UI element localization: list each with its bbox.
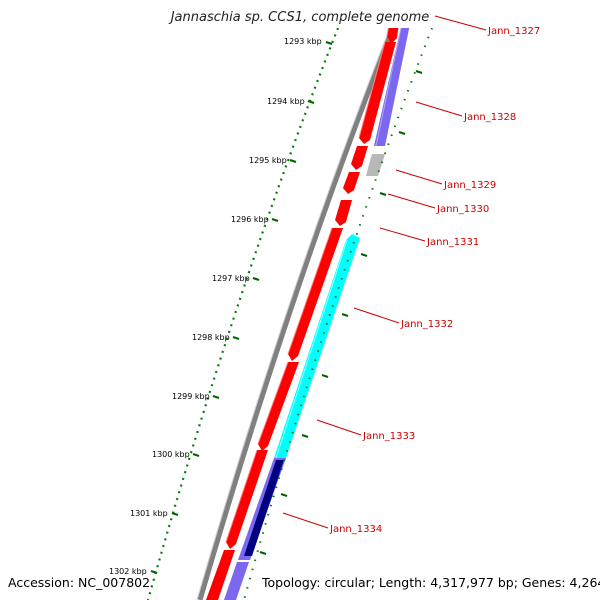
outer-major-ticks [259, 69, 423, 556]
gene-label: Jann_1330 [436, 204, 489, 215]
gene-arrow-1327 [402, 0, 416, 14]
scale-tick: 1300 kbp [152, 450, 200, 459]
scale-tick-label: 1299 kbp [172, 392, 210, 401]
scale-tick-label: 1300 kbp [152, 450, 190, 459]
map-title: Jannaschia sp. CCS1, complete genome [170, 10, 430, 25]
gene-arrow [343, 172, 360, 194]
gene-label-group: Jann_1334 [282, 512, 382, 535]
gene-label-group: Jann_1333 [316, 419, 415, 442]
gene-label: Jann_1329 [443, 180, 496, 191]
scale-ticks: 1293 kbp 1294 kbp 1295 kbp 1296 kbp 1297… [109, 37, 333, 576]
gene-label: Jann_1328 [463, 112, 516, 123]
gene-arrow-1335 [224, 562, 249, 600]
gene-label: Jann_1332 [400, 319, 453, 330]
scale-tick-label: 1296 kbp [231, 215, 269, 224]
scale-tick-label: 1301 kbp [130, 509, 168, 518]
scale-tick: 1302 kbp [109, 567, 158, 576]
gene-label-group: Jann_1330 [387, 193, 489, 215]
gene-arrow [226, 450, 268, 549]
gene-arrow [351, 146, 368, 170]
gene-arrow [206, 550, 235, 600]
accession-text: Accession: NC_007802 [8, 575, 151, 590]
scale-tick: 1294 kbp [267, 97, 315, 106]
scale-tick-label: 1298 kbp [192, 333, 230, 342]
forward-strand-genes [206, 28, 399, 600]
scale-tick: 1295 kbp [249, 156, 297, 165]
gene-arrow-1332 [274, 234, 360, 458]
genome-backbone [197, 28, 396, 600]
gene-label-group: Jann_1328 [415, 101, 516, 123]
gene-arrow [387, 28, 399, 44]
scale-tick-label: 1297 kbp [212, 274, 250, 283]
gene-label-group: Jann_1327 [434, 15, 540, 37]
gene-arrow-1334 [244, 460, 284, 556]
gene-label: Jann_1334 [329, 524, 382, 535]
reverse-strand-genes [224, 0, 416, 600]
topology-text: Topology: circular; Length: 4,317,977 bp… [262, 575, 600, 590]
scale-tick-label: 1294 kbp [267, 97, 305, 106]
gene-arrow-1328 [374, 28, 410, 146]
gene-label-group: Jann_1331 [379, 227, 479, 248]
scale-tick: 1299 kbp [172, 392, 220, 401]
gene-arrow [258, 362, 299, 451]
gene-arrow [288, 228, 343, 361]
scale-tick-label: 1293 kbp [284, 37, 322, 46]
scale-tick-label: 1295 kbp [249, 156, 287, 165]
scale-tick: 1301 kbp [130, 509, 179, 518]
gene-label-group: Jann_1329 [395, 169, 496, 191]
scale-tick: 1293 kbp [284, 37, 333, 46]
gene-arrow-1329 [366, 154, 385, 176]
gene-label: Jann_1333 [362, 431, 415, 442]
gene-arrow [359, 42, 396, 144]
gene-labels: Jann_1327 Jann_1328 Jann_1329 Jann_1330 … [282, 15, 540, 535]
gene-arrow [335, 200, 352, 226]
scale-tick: 1297 kbp [212, 274, 260, 283]
gene-label-group: Jann_1332 [353, 307, 453, 330]
scale-tick-label: 1302 kbp [109, 567, 147, 576]
scale-tick: 1296 kbp [231, 215, 279, 224]
gene-label: Jann_1327 [487, 26, 540, 37]
outer-tick-ring [243, 28, 433, 600]
gene-label: Jann_1331 [426, 237, 479, 248]
scale-tick: 1298 kbp [192, 333, 240, 342]
